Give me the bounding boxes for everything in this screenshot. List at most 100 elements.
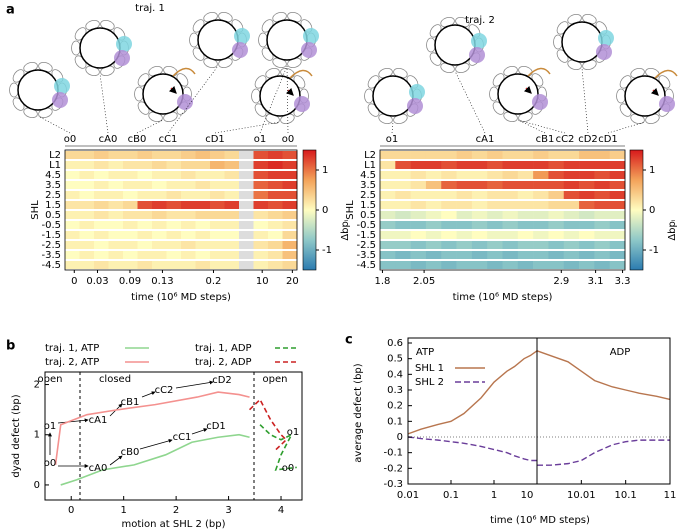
- heatmap-cell: [548, 181, 565, 189]
- heatmap-cell: [166, 171, 182, 179]
- heatmap-cell: [502, 261, 519, 269]
- heatmap-cell: [380, 181, 396, 189]
- heatmap-cell: [181, 211, 196, 219]
- heatmap-cell: [502, 171, 519, 179]
- heatmap-cell: [487, 221, 503, 229]
- heatmap-cell: [152, 221, 167, 229]
- heatmap-cell: [548, 151, 565, 159]
- heatmap-cell: [94, 181, 109, 189]
- y-tick-label: 0.2: [387, 401, 403, 412]
- heatmap-title: traj. 1: [135, 3, 165, 14]
- heatmap-cell: [594, 241, 610, 249]
- heatmap-cell: [137, 241, 153, 249]
- state-label: cD1: [205, 134, 225, 145]
- heatmap-cell: [441, 251, 457, 259]
- heatmap-cell: [563, 171, 580, 179]
- heatmap-cell: [425, 241, 442, 249]
- remodeler-domain: [116, 36, 132, 52]
- heatmap-cell: [239, 241, 254, 249]
- state-label: cC1: [173, 432, 192, 443]
- heatmap-cell: [94, 251, 109, 259]
- colorbar-tick-label: 0: [322, 205, 328, 216]
- heatmap-cell: [79, 161, 95, 169]
- remodeler-domain: [471, 33, 487, 49]
- heatmap-cell: [166, 221, 182, 229]
- heatmap-cell: [79, 181, 95, 189]
- heatmap-cell: [195, 191, 211, 199]
- heatmap-cell: [425, 181, 442, 189]
- row-label: L1: [49, 160, 61, 171]
- heatmap-cell: [123, 231, 138, 239]
- translocation-arrow: [285, 87, 294, 96]
- heatmap-cell: [65, 171, 80, 179]
- heatmap-cell: [239, 221, 254, 229]
- colorbar-label: Δbpᵢ: [667, 219, 678, 241]
- histone-core: [259, 75, 301, 117]
- heatmap-cell: [609, 261, 626, 269]
- heatmap-cell: [548, 231, 565, 239]
- heatmap-cell: [166, 261, 182, 269]
- heatmap-cell: [65, 221, 80, 229]
- heatmap-cell: [609, 161, 626, 169]
- heatmap-cell: [152, 231, 167, 239]
- heatmap-cell: [563, 151, 580, 159]
- heatmap-cell: [253, 231, 269, 239]
- remodeler-domain: [301, 42, 317, 58]
- heatmap-cell: [395, 231, 411, 239]
- heatmap-cell: [380, 231, 396, 239]
- heatmap-cell: [395, 151, 411, 159]
- heatmap-cell: [594, 191, 610, 199]
- heatmap-cell: [123, 211, 138, 219]
- state-connector: [167, 65, 219, 134]
- remodeler-arm: [172, 67, 196, 77]
- heatmap-cell: [410, 211, 427, 219]
- heatmap-cell: [380, 221, 396, 229]
- row-label: 1.5: [45, 200, 61, 211]
- x-tick-label: 2: [173, 505, 179, 516]
- state-label: o0: [282, 463, 294, 474]
- heatmap-cell: [456, 231, 473, 239]
- heatmap-cell: [65, 211, 80, 219]
- heatmap-cell: [441, 151, 457, 159]
- state-connector: [99, 73, 109, 134]
- heatmap-cell: [380, 191, 396, 199]
- heatmap-cell: [181, 181, 196, 189]
- heatmap-cell: [195, 261, 211, 269]
- x-tick-label: 0: [68, 505, 74, 516]
- heatmap-cell: [579, 181, 595, 189]
- heatmap-cell: [137, 181, 153, 189]
- x-tick-label: 0: [71, 276, 77, 287]
- heatmap-cell: [108, 161, 124, 169]
- heatmap-cell: [380, 211, 396, 219]
- data-line: [54, 391, 250, 465]
- arrow: [175, 380, 214, 389]
- y-axis-label: average defect (bp): [353, 363, 364, 462]
- dna-loop: [364, 88, 374, 104]
- nucleosome-cartoon: [553, 13, 614, 71]
- heatmap-cell: [441, 241, 457, 249]
- heatmap-cell: [210, 261, 225, 269]
- heatmap-cell: [181, 241, 196, 249]
- heatmap-cell: [137, 171, 153, 179]
- heatmap-cell: [137, 191, 153, 199]
- heatmap-cell: [609, 211, 626, 219]
- heatmap-cell: [137, 201, 153, 209]
- heatmap-cell: [166, 191, 182, 199]
- heatmap-cell: [609, 171, 626, 179]
- heatmap-cell: [441, 211, 457, 219]
- remodeler-arm: [527, 67, 551, 77]
- heatmap-cell: [253, 221, 269, 229]
- heatmap-cell: [239, 181, 254, 189]
- heatmap-cell: [579, 191, 595, 199]
- heatmap-cell: [195, 181, 211, 189]
- data-line: [407, 436, 537, 462]
- heatmap-cell: [282, 191, 298, 199]
- x-tick-label: 0.01: [397, 490, 419, 501]
- row-label: -1.5: [41, 230, 61, 241]
- heatmap-cell: [123, 251, 138, 259]
- heatmap-cell: [609, 181, 626, 189]
- heatmap-cell: [94, 151, 109, 159]
- heatmap-cell: [282, 201, 298, 209]
